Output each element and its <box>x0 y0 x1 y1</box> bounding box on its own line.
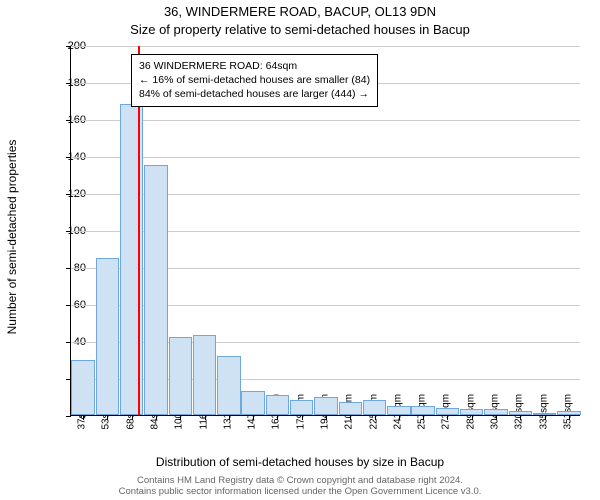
x-axis-label: Distribution of semi-detached houses by … <box>0 455 600 469</box>
chart-title: 36, WINDERMERE ROAD, BACUP, OL13 9DN <box>0 4 600 19</box>
histogram-bar <box>193 335 217 415</box>
histogram-bar <box>241 391 265 415</box>
histogram-bar <box>484 409 508 415</box>
histogram-bar <box>314 397 338 416</box>
histogram-bar <box>339 402 363 415</box>
histogram-bar <box>411 406 435 415</box>
histogram-bar <box>436 408 460 415</box>
grid-line <box>71 46 580 47</box>
source-attribution: Contains HM Land Registry data © Crown c… <box>0 475 600 497</box>
info-box: 36 WINDERMERE ROAD: 64sqm ← 16% of semi-… <box>131 54 378 107</box>
histogram-bar <box>509 411 533 415</box>
histogram-bar <box>217 356 241 415</box>
plot-area: 36 WINDERMERE ROAD: 64sqm ← 16% of semi-… <box>70 46 580 416</box>
histogram-bar <box>96 258 120 415</box>
histogram-bar <box>71 360 95 416</box>
grid-line <box>71 120 580 121</box>
source-line-1: Contains HM Land Registry data © Crown c… <box>0 475 600 486</box>
histogram-bar <box>533 413 557 415</box>
histogram-bar <box>460 409 484 415</box>
info-line-3: 84% of semi-detached houses are larger (… <box>139 87 370 101</box>
histogram-bar <box>169 337 193 415</box>
chart-subtitle: Size of property relative to semi-detach… <box>0 22 600 37</box>
histogram-bar <box>266 395 290 415</box>
info-line-1: 36 WINDERMERE ROAD: 64sqm <box>139 59 370 73</box>
histogram-bar <box>144 165 168 415</box>
histogram-bar <box>557 411 581 415</box>
y-axis-label: Number of semi-detached properties <box>5 140 19 335</box>
histogram-bar <box>363 400 387 415</box>
source-line-2: Contains public sector information licen… <box>0 486 600 497</box>
grid-line <box>71 157 580 158</box>
info-line-2: ← 16% of semi-detached houses are smalle… <box>139 73 370 87</box>
histogram-bar <box>387 406 411 415</box>
chart-container: { "title": "36, WINDERMERE ROAD, BACUP, … <box>0 0 600 500</box>
histogram-bar <box>290 400 314 415</box>
